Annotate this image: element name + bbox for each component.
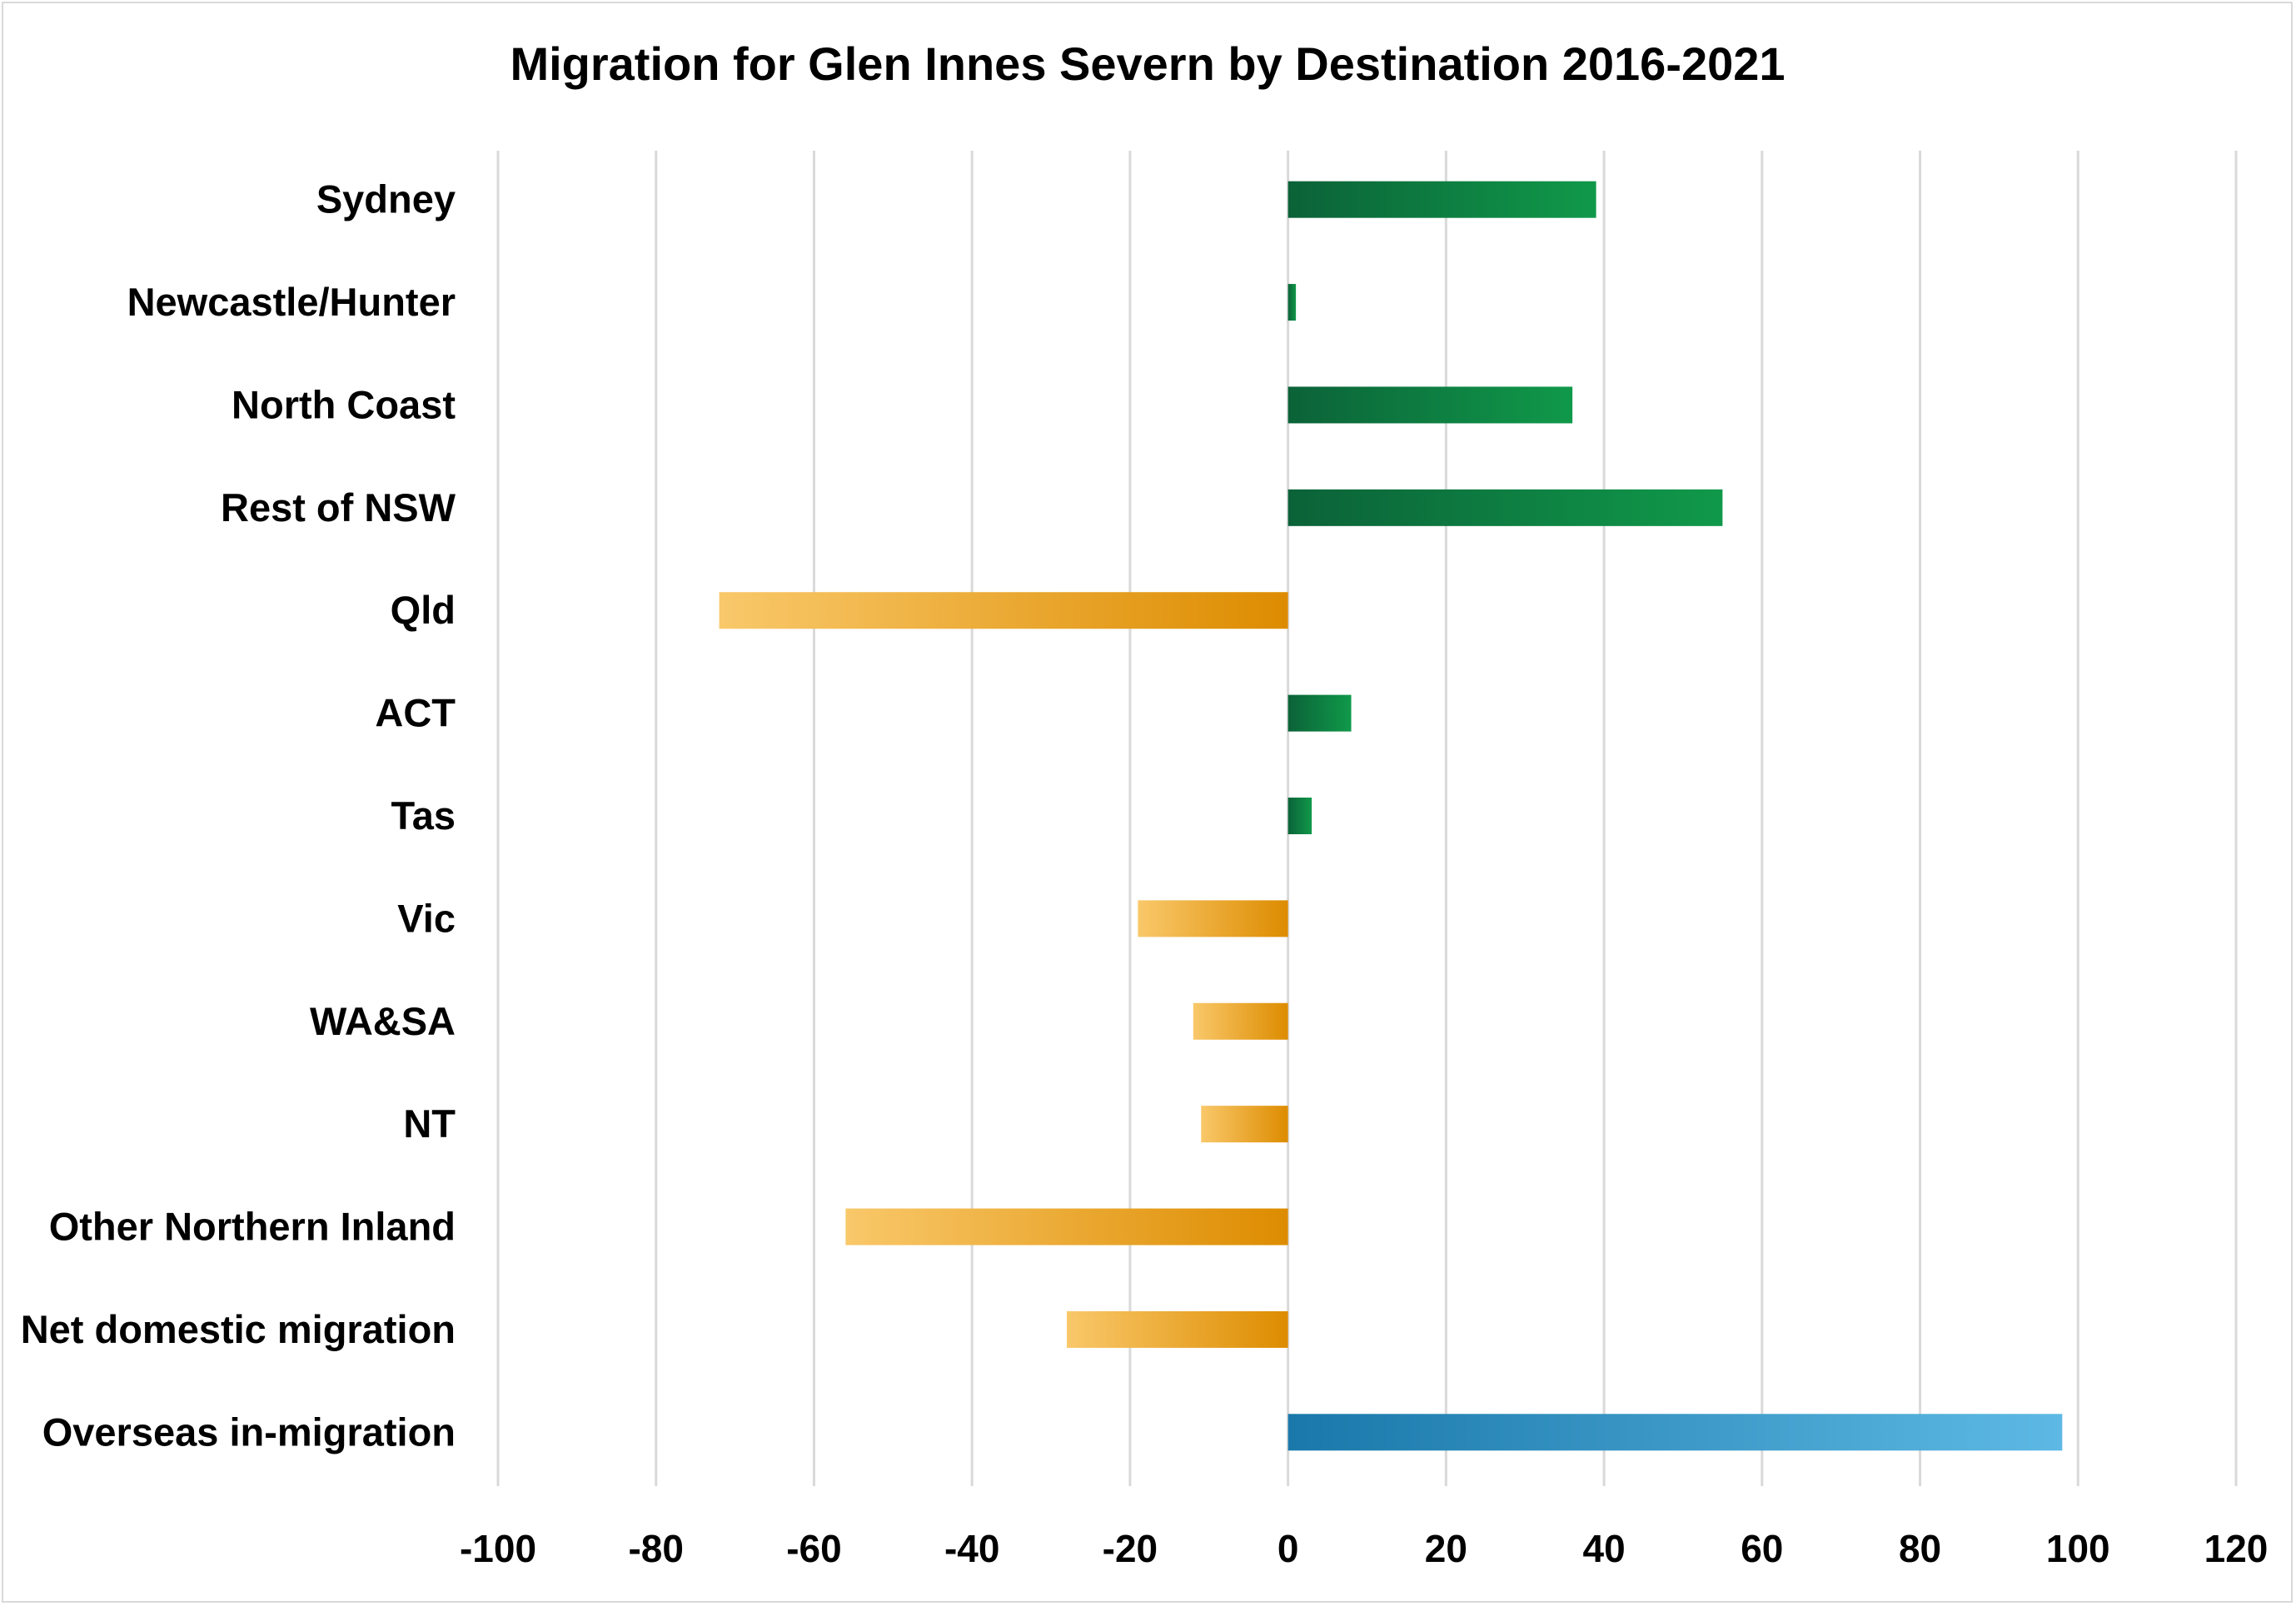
bar-wa-sa xyxy=(1193,1002,1288,1040)
y-category-label: Overseas in-migration xyxy=(42,1410,456,1454)
bar-vic xyxy=(1138,900,1288,937)
x-tick-label: 40 xyxy=(1583,1527,1626,1570)
x-tick-label: 60 xyxy=(1741,1527,1783,1570)
y-category-label: Sydney xyxy=(316,177,456,221)
chart-title: Migration for Glen Innes Severn by Desti… xyxy=(510,37,1785,90)
bar-tas xyxy=(1287,798,1312,834)
bar-north-coast xyxy=(1287,386,1573,424)
y-category-label: WA&SA xyxy=(310,999,456,1043)
x-tick-label: 0 xyxy=(1277,1527,1299,1570)
y-category-label: Qld xyxy=(391,588,456,632)
x-tick-label: 80 xyxy=(1899,1527,1941,1570)
bar-rest-of-nsw xyxy=(1287,489,1723,526)
bar-newcastle-hunter xyxy=(1287,284,1297,321)
y-category-label: Net domestic migration xyxy=(21,1307,456,1351)
y-category-label: North Coast xyxy=(232,382,456,426)
x-tick-label: -60 xyxy=(786,1527,841,1570)
bar-act xyxy=(1287,694,1352,732)
bar-nt xyxy=(1201,1106,1288,1143)
x-tick-label: -40 xyxy=(944,1527,999,1570)
x-tick-label: -100 xyxy=(460,1527,536,1570)
bar-net-domestic-migration xyxy=(1067,1310,1288,1348)
bar-other-northern-inland xyxy=(845,1208,1288,1246)
y-category-label: Tas xyxy=(391,793,456,838)
x-tick-label: -80 xyxy=(628,1527,683,1570)
bar-overseas-in-migration xyxy=(1287,1414,2063,1451)
x-tick-label: -20 xyxy=(1103,1527,1158,1570)
y-category-label: NT xyxy=(403,1101,456,1146)
bar-qld xyxy=(719,592,1288,629)
y-category-label: ACT xyxy=(375,691,456,735)
y-category-label: Newcastle/Hunter xyxy=(127,280,456,324)
bar-sydney xyxy=(1287,181,1596,218)
y-category-label: Rest of NSW xyxy=(221,485,456,530)
x-tick-label: 20 xyxy=(1425,1527,1467,1570)
y-category-label: Other Northern Inland xyxy=(49,1205,456,1249)
x-tick-label: 120 xyxy=(2204,1527,2269,1570)
y-category-label: Vic xyxy=(397,896,456,940)
x-tick-label: 100 xyxy=(2046,1527,2110,1570)
